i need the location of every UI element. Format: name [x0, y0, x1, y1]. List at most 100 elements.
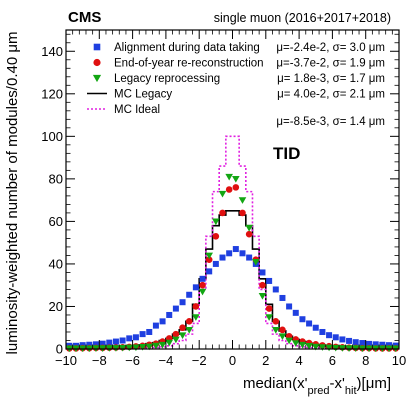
x-tick-label: −10	[55, 353, 77, 368]
x-tick-label: −4	[158, 353, 173, 368]
series-2-point	[178, 332, 187, 339]
x-tick-label: 8	[362, 353, 369, 368]
series-1-point	[205, 256, 213, 263]
series-3-step-line	[66, 209, 399, 349]
series-2-point	[298, 341, 307, 349]
series-1-point	[212, 232, 220, 240]
series-1-point	[219, 209, 226, 217]
series-2-point	[198, 288, 207, 296]
x-axis-title: median(x'pred-x'hit)[μm]	[243, 375, 391, 397]
y-tick-label: 60	[49, 214, 63, 229]
series-0-point	[312, 324, 319, 331]
series-0-point	[146, 328, 153, 335]
x-axis-title-sub1: pred	[308, 385, 330, 397]
series-1-point	[272, 318, 280, 325]
series-2-point	[238, 197, 247, 204]
series-2-point	[165, 339, 174, 347]
series-0-point	[339, 336, 346, 343]
series-0-point	[86, 341, 93, 348]
series-0-point	[366, 340, 373, 347]
series-0-point	[219, 254, 226, 261]
x-tick-label: −6	[125, 353, 140, 368]
series-0-point	[326, 332, 333, 339]
series-2-point	[291, 340, 300, 347]
series-1-point	[199, 281, 206, 289]
series-2-point	[245, 224, 253, 232]
histogram-layer	[66, 135, 399, 350]
series-2-point	[158, 341, 167, 349]
experiment-label: CMS	[68, 9, 101, 26]
series-1-point	[279, 326, 286, 334]
series-2-point	[318, 344, 327, 351]
series-2-point	[218, 190, 227, 198]
series-0-point	[92, 341, 99, 348]
series-0-point	[132, 334, 139, 341]
series-0-point	[286, 303, 293, 310]
series-2-point	[118, 344, 127, 352]
series-2-point	[305, 342, 313, 350]
series-2-point	[278, 333, 287, 341]
series-0-point	[172, 305, 179, 312]
series-0-point	[212, 260, 219, 267]
series-0-point	[179, 299, 186, 306]
series-0-point	[152, 322, 159, 329]
series-2-point	[185, 327, 194, 334]
legend-stat-1: μ=-3.7e-2, σ= 1.9 μm	[276, 58, 385, 70]
series-2-point	[232, 176, 240, 183]
series-0-point	[379, 341, 386, 348]
series-0-point	[206, 268, 213, 275]
series-1-point	[265, 305, 273, 312]
series-0-point	[266, 277, 273, 284]
x-tick-label: 4	[295, 353, 302, 368]
y-tick-label: 0	[56, 342, 63, 357]
series-0-point	[246, 254, 253, 261]
series-2-point	[258, 292, 267, 300]
series-0-point	[232, 246, 239, 253]
y-tick-label: 80	[49, 171, 63, 186]
detector-tag: TID	[273, 144, 300, 163]
series-0-point	[192, 284, 199, 291]
x-axis-title-end: )[μm]	[357, 375, 391, 392]
x-axis-title-mid: -x'	[330, 375, 345, 392]
series-0-point	[279, 294, 286, 301]
series-1-point	[179, 324, 186, 332]
legend-label-2: Legacy reprocessing	[114, 73, 220, 85]
series-0-point	[292, 309, 299, 316]
y-axis-title: luminosity-weighted number of modules/0.…	[4, 32, 21, 355]
series-0-point	[112, 338, 119, 345]
series-2-point	[285, 337, 293, 345]
x-tick-label: 0	[229, 353, 236, 368]
series-2-point	[252, 258, 260, 266]
series-2-point	[225, 173, 233, 181]
series-2-point	[145, 343, 154, 351]
series-0-point	[259, 269, 266, 276]
series-2-point	[325, 344, 333, 352]
series-2-point	[205, 252, 213, 260]
series-0-point	[352, 339, 359, 346]
legend-stat-2: μ= 1.8e-3, σ= 1.7 μm	[277, 73, 385, 85]
legend-marker-0	[93, 43, 101, 51]
series-2-point	[271, 327, 280, 334]
series-2-point	[138, 344, 147, 351]
series-0-point	[126, 335, 133, 342]
x-tick-label: −8	[92, 353, 107, 368]
series-0-point	[99, 340, 106, 347]
legend: Alignment during data taking μ=-2.4e-2, σ…	[87, 42, 385, 128]
x-tick-label: −2	[192, 353, 207, 368]
series-4-step-line	[66, 135, 399, 350]
series-0-point	[319, 328, 326, 335]
series-0-point	[272, 286, 279, 293]
series-2-point	[212, 218, 220, 226]
y-tick-label: 20	[49, 299, 63, 314]
y-tick-label: 40	[49, 256, 63, 271]
series-0-point	[159, 318, 166, 325]
series-1-point	[192, 303, 200, 310]
series-0-point	[346, 337, 353, 344]
legend-label-4: MC Ideal	[114, 104, 160, 116]
series-0-point	[186, 291, 193, 298]
y-tick-label: 140	[41, 44, 63, 59]
series-0-point	[106, 339, 113, 346]
legend-marker-2	[92, 74, 102, 83]
